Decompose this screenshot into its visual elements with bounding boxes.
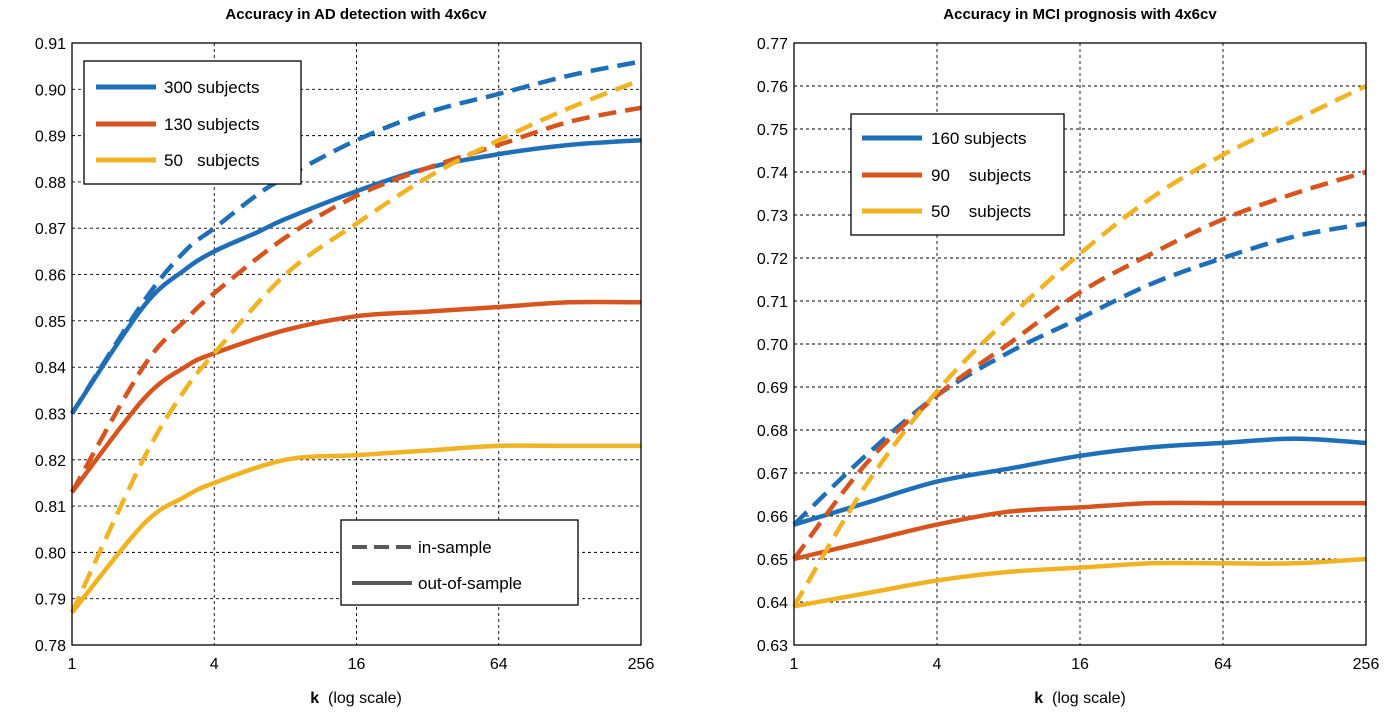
legend: 160 subjects 90 subjects 50 subjects	[850, 113, 1065, 236]
x-axis-label: k (log scale)	[310, 690, 402, 707]
style-legend-entry: in-sample	[418, 538, 492, 557]
x-axis-label-rest: (log scale)	[1052, 690, 1126, 707]
y-tick-label: 0.79	[35, 592, 66, 609]
y-tick-label: 0.87	[35, 221, 66, 238]
x-tick-label: 16	[1071, 656, 1089, 673]
series-line-in-sample	[69, 77, 642, 614]
y-tick-label: 0.91	[35, 36, 66, 53]
legend-entry: 160 subjects	[931, 129, 1026, 148]
y-tick-label: 0.86	[35, 268, 66, 285]
y-tick-label: 0.85	[35, 314, 66, 331]
legend-entry: 300 subjects	[164, 78, 259, 97]
y-tick-label: 0.80	[35, 545, 66, 562]
style-legend-entry: out-of-sample	[418, 574, 522, 593]
y-tick-label: 0.81	[35, 499, 66, 516]
y-tick-label: 0.72	[757, 251, 788, 268]
y-tick-label: 0.69	[757, 380, 788, 397]
series-line-in-sample	[792, 221, 1367, 527]
legend-entry: 50 subjects	[931, 202, 1031, 221]
y-tick-label: 0.76	[757, 79, 788, 96]
x-tick-label: 4	[933, 656, 942, 673]
y-tick-label: 0.89	[35, 129, 66, 146]
series-line-out-of-sample	[793, 436, 1367, 527]
y-tick-label: 0.65	[757, 552, 788, 569]
plot-frame	[71, 42, 642, 646]
series-line-out-of-sample	[70, 443, 641, 615]
chart-mci-prognosis: Accuracy in MCI prognosis with 4x6cv 0.6…	[757, 6, 1380, 707]
y-tick-label: 0.78	[35, 638, 66, 655]
x-axis-label: k (log scale)	[1034, 690, 1126, 707]
x-tick-label: 64	[1214, 656, 1232, 673]
legend-entry: 50 subjects	[164, 151, 259, 170]
legend-entry: 130 subjects	[164, 115, 259, 134]
plot-frame	[793, 42, 1367, 646]
y-tick-label: 0.74	[757, 165, 788, 182]
x-tick-label: 64	[490, 656, 508, 673]
series-line-in-sample	[792, 169, 1367, 561]
y-tick-label: 0.90	[35, 82, 66, 99]
series-line-in-sample	[70, 105, 642, 494]
y-tick-label: 0.70	[757, 337, 788, 354]
series-line-out-of-sample	[70, 299, 642, 494]
y-tick-label: 0.71	[757, 294, 788, 311]
y-tick-label: 0.82	[35, 453, 66, 470]
series-line-out-of-sample	[70, 137, 642, 415]
y-tick-label: 0.83	[35, 406, 66, 423]
series-line-in-sample	[70, 59, 642, 415]
y-tick-label: 0.66	[757, 509, 788, 526]
y-tick-label: 0.67	[757, 466, 788, 483]
x-tick-label: 1	[790, 656, 799, 673]
series-line-in-sample	[792, 83, 1367, 608]
x-tick-label: 256	[1353, 656, 1380, 673]
legend-entry: 90 subjects	[931, 166, 1031, 185]
y-tick-label: 0.64	[757, 595, 788, 612]
legend: 300 subjects 130 subjects 50 subjects	[83, 60, 302, 185]
x-axis-label-rest: (log scale)	[328, 690, 402, 707]
style-legend: in-sample out-of-sample	[340, 519, 579, 606]
x-tick-label: 256	[628, 656, 655, 673]
y-tick-label: 0.77	[757, 36, 788, 53]
style-legend-box	[340, 519, 579, 606]
y-tick-label: 0.68	[757, 423, 788, 440]
y-tick-label: 0.75	[757, 122, 788, 139]
y-tick-label: 0.84	[35, 360, 66, 377]
chart-ad-detection: Accuracy in AD detection with 4x6cv 0.78…	[35, 6, 655, 707]
x-tick-label: 16	[348, 656, 366, 673]
series-line-out-of-sample	[793, 556, 1367, 609]
x-tick-label: 4	[210, 656, 219, 673]
series-line-out-of-sample	[793, 500, 1366, 562]
x-axis-label-bold: k	[310, 690, 319, 707]
chart-title: Accuracy in AD detection with 4x6cv	[225, 6, 487, 23]
x-axis-label-bold: k	[1034, 690, 1043, 707]
chart-title: Accuracy in MCI prognosis with 4x6cv	[943, 6, 1217, 23]
y-tick-label: 0.63	[757, 638, 788, 655]
x-tick-label: 1	[68, 656, 77, 673]
y-tick-label: 0.88	[35, 175, 66, 192]
y-tick-label: 0.73	[757, 208, 788, 225]
